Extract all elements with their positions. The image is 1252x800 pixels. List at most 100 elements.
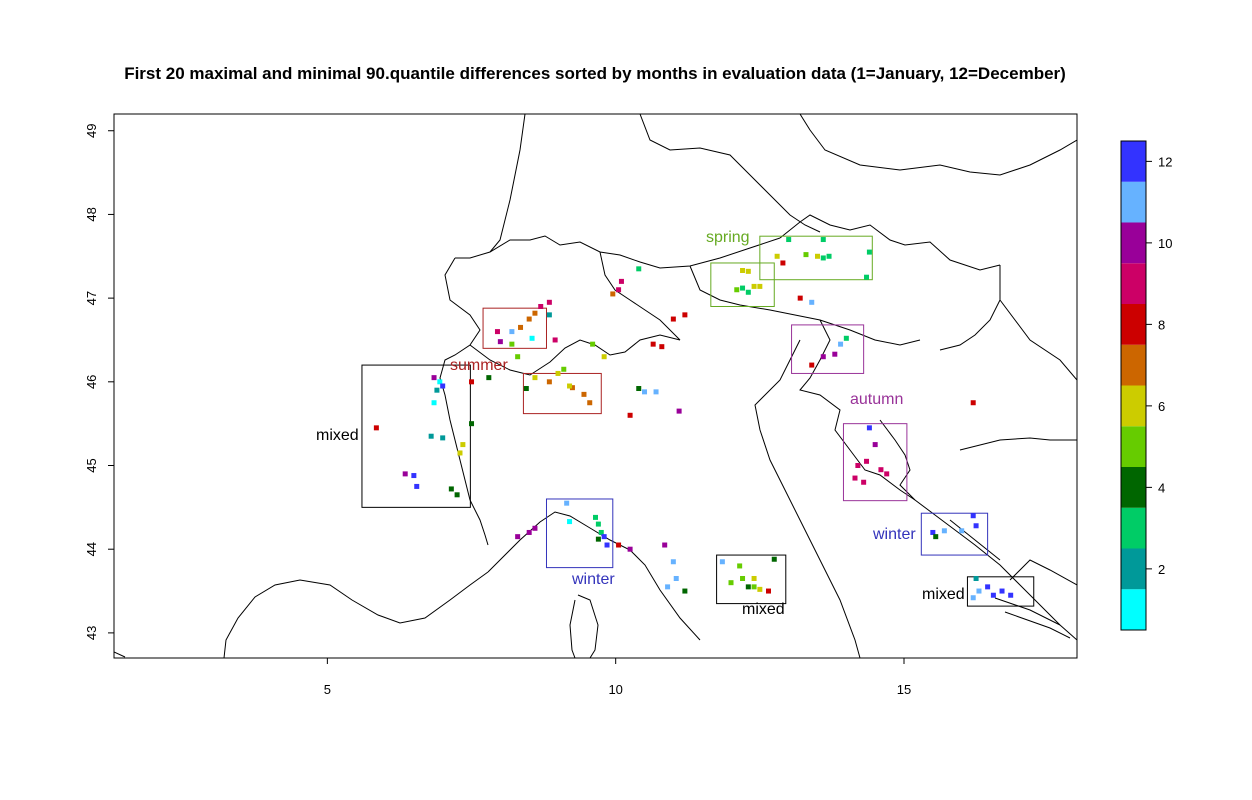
- data-point: [765, 588, 771, 594]
- colorbar-tick-label: 8: [1158, 317, 1165, 332]
- plot-frame: [113, 113, 1078, 659]
- x-tick-label: 5: [324, 682, 331, 697]
- data-point: [411, 473, 417, 479]
- data-point: [771, 556, 777, 562]
- data-point: [757, 283, 763, 289]
- data-point: [740, 285, 746, 291]
- data-point: [538, 303, 544, 309]
- data-point: [546, 299, 552, 305]
- data-point: [469, 421, 475, 427]
- region-box-mixed-9: [716, 554, 787, 605]
- data-point: [618, 278, 624, 284]
- data-point: [872, 442, 878, 448]
- data-point: [751, 283, 757, 289]
- colorbar-swatch: [1121, 385, 1146, 427]
- data-point: [642, 389, 648, 395]
- data-point: [569, 385, 575, 391]
- data-point: [561, 366, 567, 372]
- data-point: [431, 375, 437, 381]
- y-tick-label: 47: [84, 291, 99, 305]
- data-point: [682, 312, 688, 318]
- colorbar-swatch: [1121, 222, 1146, 264]
- data-point: [866, 249, 872, 255]
- data-point: [587, 400, 593, 406]
- region-box-winter-6: [545, 498, 614, 569]
- y-tick-label: 49: [84, 124, 99, 138]
- colorbar-tick-label: 2: [1158, 562, 1165, 577]
- data-point: [610, 291, 616, 297]
- data-point: [636, 266, 642, 272]
- data-point: [460, 442, 466, 448]
- data-point: [670, 559, 676, 565]
- data-point: [659, 344, 665, 350]
- region-box-mixed-8: [361, 364, 471, 508]
- data-point: [509, 329, 515, 335]
- region-box-spring-1: [759, 235, 873, 281]
- data-point: [878, 467, 884, 473]
- data-point: [469, 379, 475, 385]
- data-point: [780, 260, 786, 266]
- colorbar: 2 4 6 8 10 12: [1120, 140, 1172, 631]
- data-point: [820, 237, 826, 243]
- region-box-mixed-10: [966, 576, 1035, 607]
- region-box-spring-0: [710, 262, 775, 307]
- colorbar-swatch: [1121, 141, 1146, 182]
- data-point: [627, 546, 633, 552]
- data-point: [440, 435, 446, 441]
- data-points: [373, 237, 1014, 601]
- data-point: [616, 287, 622, 293]
- data-point: [440, 383, 446, 389]
- y-tick-label: 48: [84, 207, 99, 221]
- data-point: [590, 341, 596, 347]
- data-point: [373, 425, 379, 431]
- data-point: [757, 586, 763, 592]
- data-point: [627, 412, 633, 418]
- data-point: [809, 299, 815, 305]
- data-point: [843, 335, 849, 341]
- data-point: [593, 514, 598, 520]
- data-point: [973, 523, 979, 529]
- data-point: [976, 588, 982, 594]
- data-point: [526, 529, 532, 535]
- data-point: [431, 400, 437, 406]
- data-point: [670, 316, 676, 322]
- data-point: [509, 341, 515, 347]
- data-point: [581, 391, 587, 397]
- data-point: [526, 316, 532, 322]
- data-point: [567, 383, 573, 389]
- colorbar-swatch: [1121, 344, 1146, 386]
- colorbar-swatch: [1121, 507, 1146, 549]
- data-point: [650, 341, 656, 347]
- y-axis: 43 44 45 46 47 48 49: [84, 124, 114, 640]
- data-point: [497, 339, 503, 345]
- data-point: [529, 335, 535, 341]
- data-point: [734, 287, 740, 293]
- label-autumn: autumn: [850, 391, 903, 408]
- data-point: [532, 525, 538, 531]
- data-point: [864, 458, 870, 464]
- data-point: [682, 588, 688, 594]
- data-point: [861, 479, 867, 485]
- data-point: [515, 354, 521, 360]
- data-point: [855, 463, 861, 469]
- data-point: [745, 584, 751, 590]
- data-point: [552, 337, 558, 343]
- data-point: [832, 351, 838, 357]
- data-point: [973, 575, 979, 581]
- data-point: [959, 528, 965, 534]
- coastlines-and-borders: [114, 114, 1077, 658]
- data-point: [884, 471, 890, 477]
- label-mixed-west: mixed: [316, 427, 359, 444]
- data-point: [820, 255, 826, 261]
- data-point: [595, 521, 601, 527]
- data-point: [786, 237, 792, 243]
- data-point: [546, 312, 552, 318]
- data-point: [665, 584, 671, 590]
- data-point: [636, 386, 642, 392]
- data-point: [745, 268, 751, 274]
- data-point: [751, 575, 757, 581]
- data-point: [737, 563, 743, 569]
- data-point: [751, 584, 757, 590]
- data-point: [653, 389, 659, 395]
